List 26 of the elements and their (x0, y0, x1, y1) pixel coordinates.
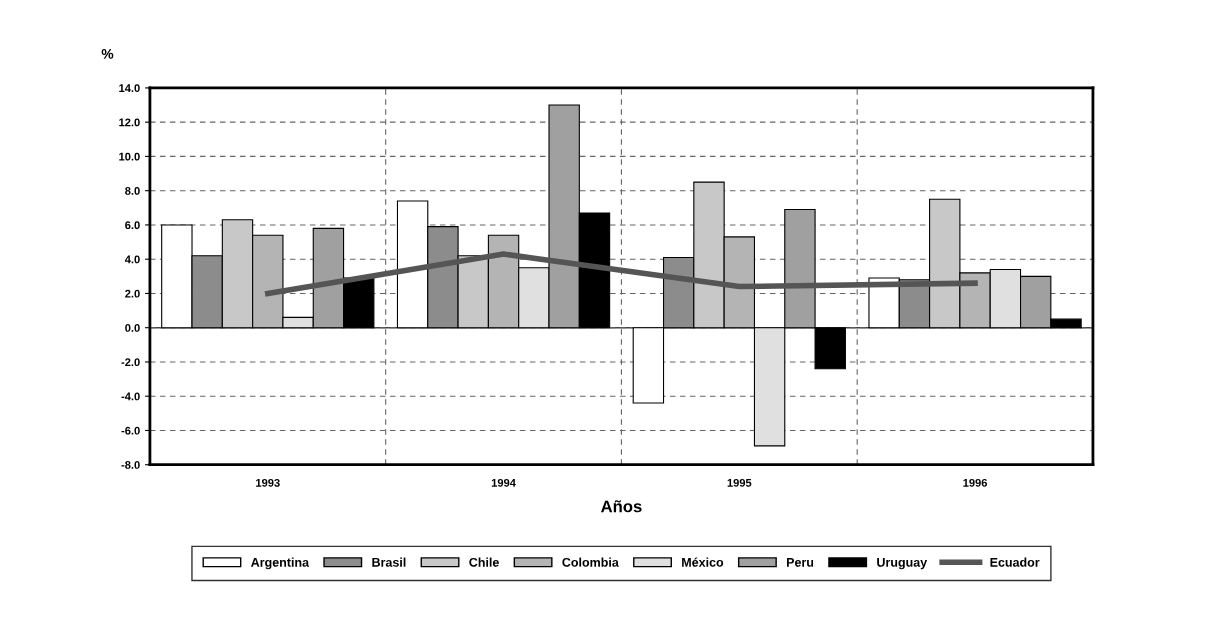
y-tick-label: -4.0 (121, 392, 140, 401)
y-tick-label: 2.0 (125, 289, 140, 298)
legend-label: Uruguay (877, 558, 928, 570)
legend-label: México (682, 557, 724, 567)
y-tick-label: 8.0 (125, 186, 140, 195)
y-tick-label: 4.0 (124, 255, 140, 264)
y-tick-label: -6.0 (121, 426, 140, 435)
y-tick-label: -8.0 (121, 460, 140, 469)
x-axis-title: Años (601, 500, 642, 513)
legend-label: Brasil (372, 557, 406, 567)
y-tick-label: 14.0 (119, 84, 140, 93)
legend-label: Chile (469, 557, 499, 567)
y-tick-label: -2.0 (121, 358, 140, 367)
y-tick-label: 6.0 (125, 221, 140, 230)
x-tick-label: 1994 (491, 478, 516, 487)
x-tick-label: 1993 (256, 478, 280, 487)
x-tick-label: 1995 (727, 478, 752, 487)
legend-label: Colombia (562, 557, 619, 567)
legend-label: Peru (786, 558, 814, 567)
legend-label: Ecuador (990, 557, 1040, 567)
y-tick-label: 10.0 (119, 152, 140, 161)
legend-label: Argentina (251, 557, 310, 570)
y-tick-label: 12.0 (119, 118, 140, 127)
y-tick-label: 0.0 (125, 323, 140, 332)
y-axis-title: % (101, 49, 114, 59)
x-tick-label: 1996 (963, 478, 988, 487)
